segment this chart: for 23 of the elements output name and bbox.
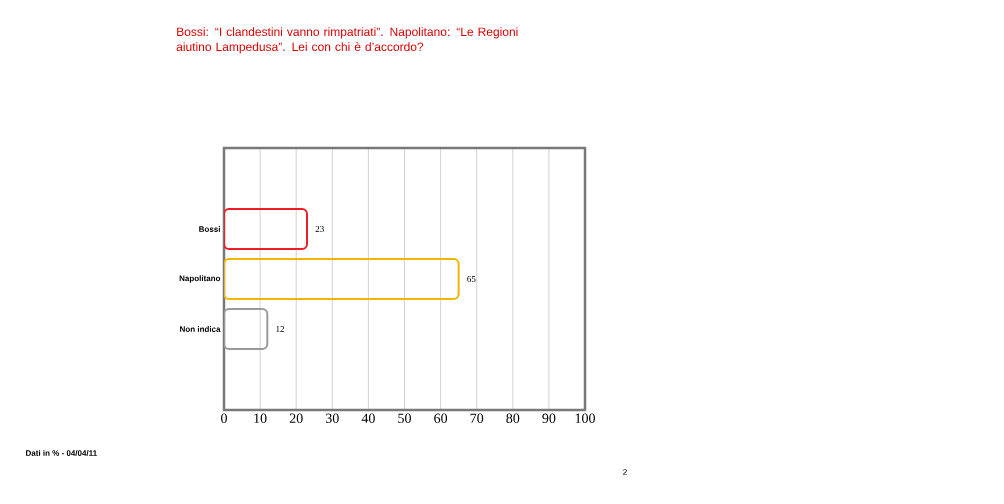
y-tick-label: Napolitano <box>179 275 221 283</box>
x-tick-label: 90 <box>542 413 556 423</box>
bar <box>224 258 460 301</box>
data-label: 65 <box>467 275 476 283</box>
bar <box>224 308 269 351</box>
text: 2 <box>623 469 627 475</box>
x-tick-label: 40 <box>361 413 375 423</box>
x-tick-label: 20 <box>289 413 303 423</box>
text: Dati in % - 04/04/11 <box>26 450 97 456</box>
x-tick-label: 100 <box>575 413 595 423</box>
y-tick-label: Bossi <box>199 226 220 232</box>
x-tick-label: 10 <box>254 413 267 423</box>
data-label: 12 <box>276 326 285 332</box>
x-tick-label: 70 <box>470 413 484 423</box>
chart-title: Bossi: “I clandestini vanno rimpatriati”. Napolitano: “Le Regioni aiutino Lampedusa”. Lei con chi è d’accordo? <box>176 27 518 54</box>
bar <box>224 208 309 251</box>
x-tick-label: 0 <box>221 413 227 423</box>
x-tick-label: 50 <box>398 413 411 423</box>
data-label: 23 <box>315 225 324 233</box>
x-tick-label: 80 <box>506 413 520 423</box>
x-tick-label: 30 <box>325 413 339 423</box>
y-tick-label: Non indica <box>180 326 221 332</box>
x-tick-label: 60 <box>434 413 448 423</box>
